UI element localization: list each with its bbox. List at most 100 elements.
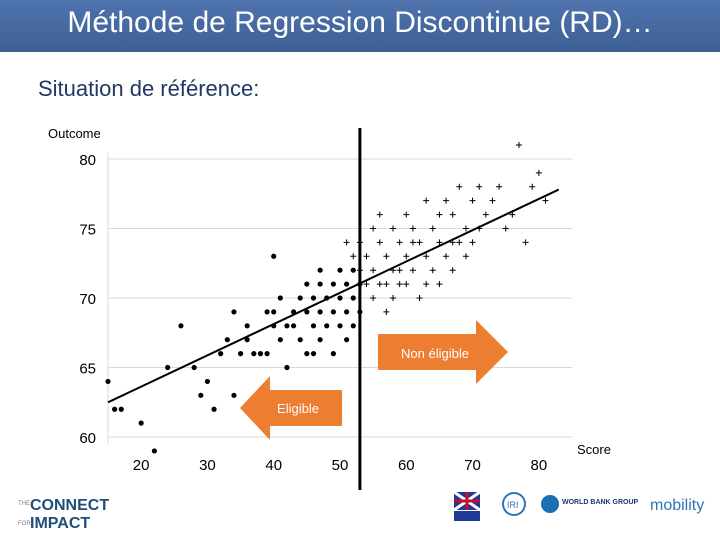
plus-point	[489, 197, 496, 204]
dot-point	[310, 323, 317, 329]
dot-point	[337, 267, 343, 273]
plus-point	[456, 183, 463, 190]
dot-point	[297, 295, 303, 301]
dot-point	[317, 337, 323, 343]
dot-point	[304, 351, 310, 357]
dot-point	[218, 351, 224, 357]
mobility-logo: mobility	[650, 497, 704, 514]
plus-point	[403, 211, 410, 218]
dot-point	[344, 309, 350, 315]
connect-for-impact-logo: THE CONNECT FOR IMPACT	[18, 497, 109, 532]
y-tick-label: 70	[79, 291, 96, 308]
plus-point	[383, 281, 390, 288]
plus-point	[363, 281, 370, 288]
plus-point	[383, 308, 390, 315]
y-axis-label: Outcome	[48, 126, 101, 141]
y-tick-label: 60	[79, 430, 96, 447]
dot-point	[178, 323, 184, 329]
dot-point	[317, 281, 323, 287]
plus-point	[396, 267, 403, 274]
y-tick-label: 65	[79, 361, 96, 378]
plus-point	[469, 197, 476, 204]
dot-point	[112, 406, 118, 412]
dot-point	[138, 420, 144, 426]
plus-point	[482, 211, 489, 218]
chart-points	[105, 142, 549, 454]
partner-logos: IRI WORLD BANK GROUP mobility	[453, 490, 704, 521]
dot-point	[105, 378, 111, 385]
dot-point	[277, 337, 283, 343]
dot-point	[118, 406, 124, 412]
dot-point	[330, 281, 336, 287]
plus-point	[350, 253, 357, 260]
dot-point	[330, 351, 336, 357]
dot-point	[284, 364, 290, 371]
plus-point	[403, 281, 410, 288]
plus-point	[383, 253, 390, 260]
left-arrow-shape	[240, 376, 342, 440]
dot-point	[344, 337, 350, 343]
dot-point	[271, 253, 277, 259]
plus-point	[409, 225, 416, 232]
plus-point	[436, 239, 443, 246]
dot-point	[344, 281, 350, 287]
dot-point	[337, 323, 343, 329]
plus-point	[429, 267, 436, 274]
plus-point	[449, 267, 456, 274]
dot-point	[264, 351, 270, 357]
dot-point	[204, 378, 211, 385]
plus-point	[376, 281, 383, 288]
dot-point	[244, 337, 250, 343]
x-tick-label: 70	[464, 457, 481, 474]
title-bar: Méthode de Regression Discontinue (RD)…	[0, 0, 720, 52]
plus-point	[469, 239, 476, 246]
plus-point	[423, 197, 430, 204]
x-tick-label: 40	[265, 457, 282, 474]
dot-point	[330, 309, 336, 315]
svg-text:IRI: IRI	[507, 500, 519, 510]
dot-point	[337, 295, 343, 301]
x-tick-label: 30	[199, 457, 216, 474]
non-eligible-label: Non éligible	[401, 346, 469, 361]
iri-logo: IRI	[502, 492, 526, 516]
plus-point	[423, 253, 430, 260]
dot-point	[324, 323, 330, 329]
dot-point	[297, 337, 303, 343]
plus-point	[370, 267, 377, 274]
eligible-label: Eligible	[277, 401, 319, 416]
chart-gridlines	[107, 152, 572, 444]
plus-point	[462, 225, 469, 232]
dot-point	[317, 267, 323, 273]
plus-point	[535, 169, 542, 176]
dot-point	[211, 406, 217, 412]
dot-point	[237, 351, 244, 357]
dot-point	[231, 392, 237, 398]
x-tick-label: 50	[332, 457, 349, 474]
plus-point	[376, 239, 383, 246]
slide-title: Méthode de Regression Discontinue (RD)…	[67, 6, 653, 39]
dot-point	[304, 309, 310, 315]
plus-point	[409, 239, 416, 246]
plus-point	[416, 295, 423, 301]
svg-text:WORLD BANK GROUP: WORLD BANK GROUP	[562, 499, 639, 506]
dot-point	[277, 295, 283, 301]
plus-point	[542, 197, 549, 204]
plus-point	[509, 211, 516, 218]
y-tick-label: 80	[79, 152, 96, 169]
plus-point	[390, 225, 397, 232]
plus-point	[423, 281, 430, 288]
dot-point	[284, 323, 290, 329]
dot-point	[244, 323, 250, 329]
plus-point	[449, 211, 456, 218]
svg-text:FOR: FOR	[18, 521, 31, 527]
plus-point	[462, 253, 469, 260]
dot-point	[198, 392, 204, 398]
svg-text:mobility: mobility	[650, 497, 704, 514]
right-arrow-shape	[378, 320, 508, 384]
plus-point	[403, 253, 410, 260]
dot-point	[310, 295, 317, 301]
dot-point	[264, 309, 270, 315]
svg-text:THE: THE	[18, 501, 30, 507]
plus-point	[409, 267, 416, 274]
